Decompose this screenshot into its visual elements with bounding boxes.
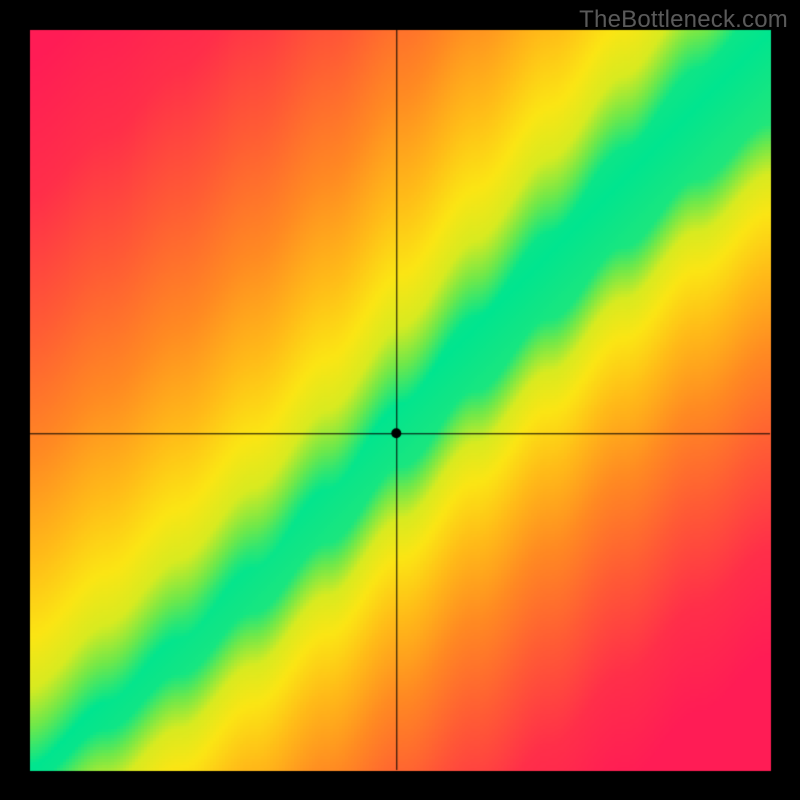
bottleneck-heatmap	[0, 0, 800, 800]
watermark-text: TheBottleneck.com	[579, 6, 788, 34]
